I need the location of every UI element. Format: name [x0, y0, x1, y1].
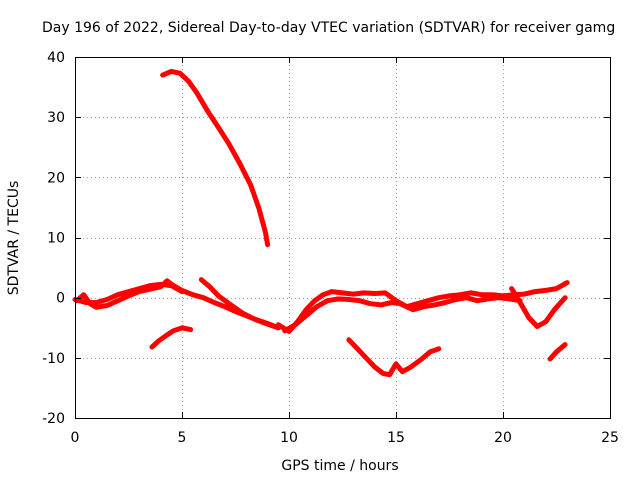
y-axis-label: SDTVAR / TECUs [6, 181, 22, 296]
y-tick-label: -10 [42, 351, 65, 367]
axis-ticks [75, 57, 611, 419]
y-tick-label: 30 [47, 110, 65, 126]
series-arc-9 [346, 337, 442, 378]
chart-grid [75, 57, 610, 418]
x-tick-label: 0 [71, 430, 80, 446]
series-arc-5 [198, 277, 281, 331]
series-arc-2 [72, 281, 185, 305]
series-arc-10 [547, 342, 568, 362]
x-tick-label: 5 [178, 430, 187, 446]
series-arc-4 [149, 325, 194, 350]
y-tick-label: -20 [42, 411, 65, 427]
series-arc-3 [160, 68, 271, 248]
series-arc-8 [509, 286, 568, 329]
x-tick-label: 10 [280, 430, 298, 446]
y-tick-labels: -20 -10 0 10 20 30 40 [42, 50, 65, 427]
x-tick-label: 20 [494, 430, 512, 446]
y-tick-label: 20 [47, 170, 65, 186]
y-tick-label: 40 [47, 50, 65, 66]
chart-title: Day 196 of 2022, Sidereal Day-to-day VTE… [42, 20, 615, 36]
x-tick-label: 15 [387, 430, 405, 446]
series-arc-7 [282, 295, 523, 334]
x-tick-labels: 0 5 10 15 20 25 [71, 430, 619, 446]
x-tick-label: 25 [601, 430, 619, 446]
x-axis-label: GPS time / hours [281, 458, 398, 474]
y-tick-label: 10 [47, 231, 65, 247]
chart-series-group [72, 68, 570, 378]
y-tick-label: 0 [56, 291, 65, 307]
